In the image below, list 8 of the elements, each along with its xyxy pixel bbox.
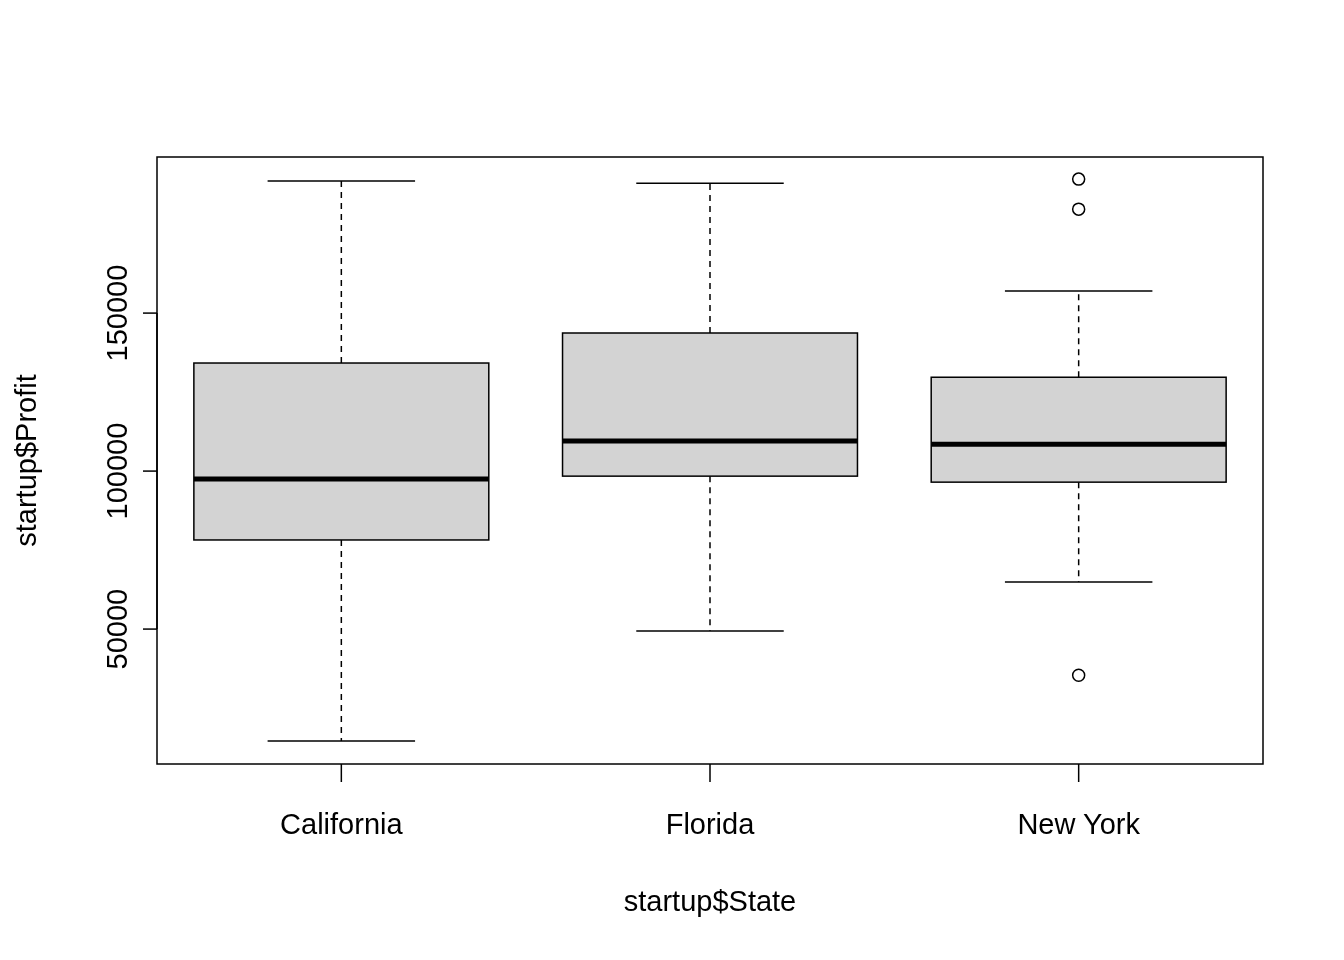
x-tick-label: Florida <box>665 808 756 840</box>
x-tick-label: New York <box>1017 808 1141 840</box>
y-tick-label: 100000 <box>101 422 133 520</box>
y-tick-label: 50000 <box>101 588 133 670</box>
x-axis-title: startup$State <box>623 885 797 917</box>
x-tick-label: California <box>280 808 404 840</box>
y-tick-label: 150000 <box>101 264 133 362</box>
y-axis-title: startup$Profit <box>10 374 42 547</box>
